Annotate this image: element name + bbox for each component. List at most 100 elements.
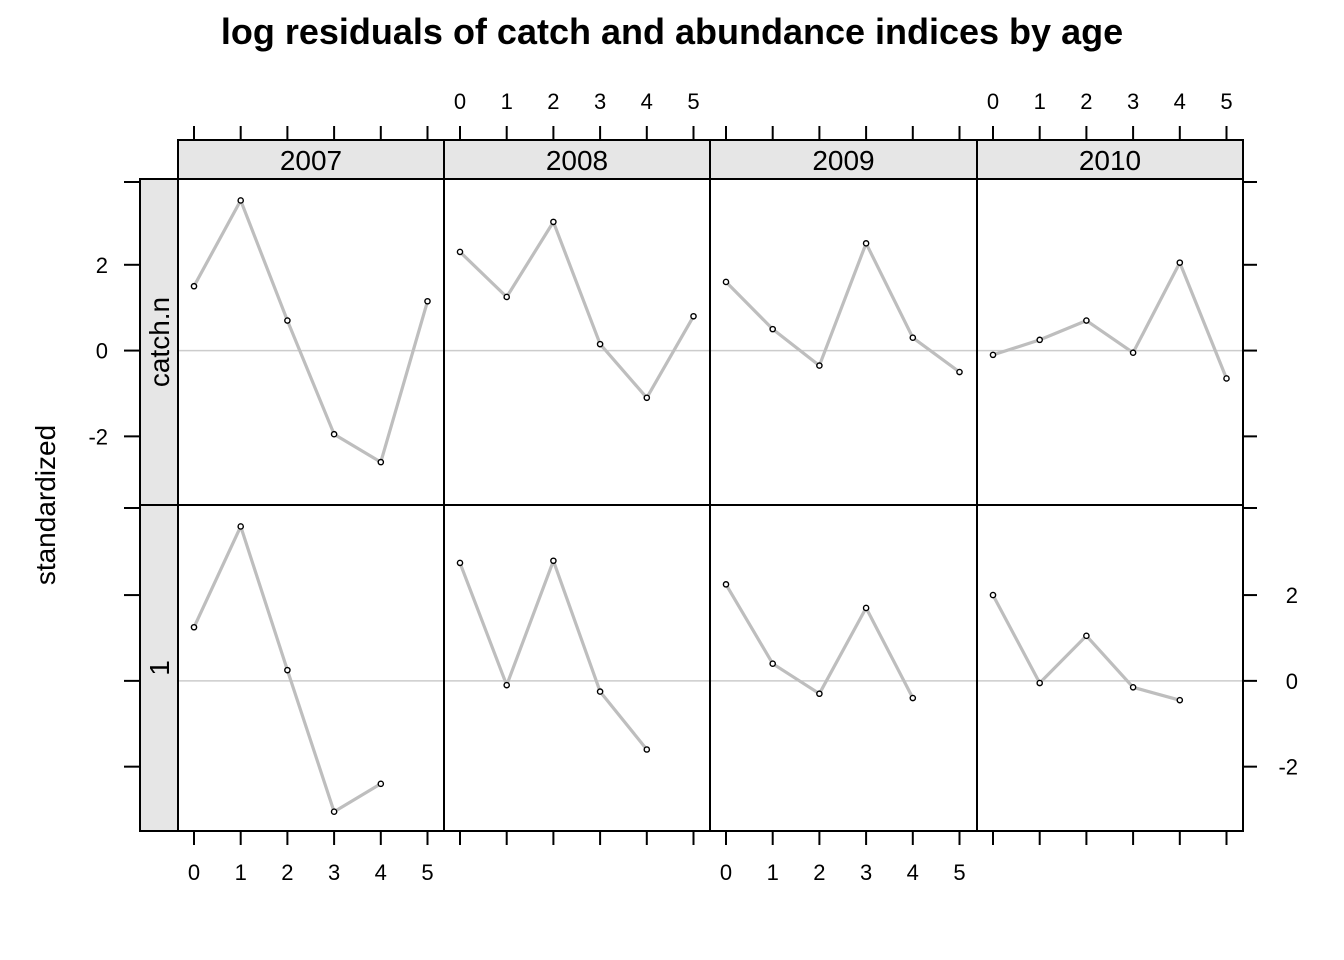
panel-frame xyxy=(709,178,978,506)
residual-line xyxy=(458,559,649,751)
x-tick-label-bottom: 5 xyxy=(421,860,433,885)
year-strip-label: 2008 xyxy=(546,145,608,176)
y-axis-title: standardized xyxy=(30,425,61,585)
panel-frame xyxy=(976,178,1244,506)
residual-point xyxy=(1036,336,1043,344)
year-strip-label: 2010 xyxy=(1079,145,1141,176)
x-tick-label-bottom: 2 xyxy=(813,860,825,885)
residual-point xyxy=(1129,684,1137,691)
x-tick-label-top: 5 xyxy=(687,89,699,114)
panel-frame xyxy=(177,178,445,506)
residual-point xyxy=(596,688,604,695)
residual-point xyxy=(503,293,511,301)
panel-frame xyxy=(443,504,711,832)
residual-line xyxy=(458,220,695,400)
residual-point xyxy=(989,591,997,599)
residual-point xyxy=(1129,349,1137,357)
residual-point xyxy=(769,660,777,668)
residual-line xyxy=(192,198,430,464)
year-strip xyxy=(443,139,711,180)
residual-point xyxy=(377,458,385,466)
y-tick-label-right: -2 xyxy=(1278,755,1298,780)
residual-line xyxy=(991,594,1181,702)
residual-point xyxy=(190,282,198,290)
x-tick-label-bottom: 3 xyxy=(328,860,340,885)
x-tick-label-top: 1 xyxy=(501,89,513,114)
panel-frame xyxy=(443,178,711,506)
residual-point xyxy=(816,690,823,698)
residual-point xyxy=(377,780,385,788)
residual-point xyxy=(456,559,464,567)
residual-point xyxy=(330,430,338,438)
residual-point xyxy=(503,681,511,689)
residual-point xyxy=(284,317,291,324)
residual-point xyxy=(550,218,557,226)
x-tick-label-bottom: 4 xyxy=(907,860,919,885)
residual-point xyxy=(1083,317,1090,324)
residual-point xyxy=(330,808,338,815)
chart-title: log residuals of catch and abundance ind… xyxy=(221,11,1123,52)
y-tick-label-left: -2 xyxy=(88,424,108,449)
residual-point xyxy=(722,581,730,588)
residual-point xyxy=(1083,632,1090,640)
x-tick-label-bottom: 1 xyxy=(767,860,779,885)
x-tick-label-bottom: 2 xyxy=(281,860,293,885)
residual-point xyxy=(909,694,917,702)
x-tick-label-top: 4 xyxy=(641,89,653,114)
x-tick-label-top: 2 xyxy=(547,89,559,114)
residual-point xyxy=(1223,375,1230,382)
residual-point xyxy=(550,557,557,565)
residual-point xyxy=(769,325,777,333)
residual-point xyxy=(1176,259,1184,266)
year-strip xyxy=(976,139,1244,180)
year-strip-label: 2009 xyxy=(812,145,874,176)
index-strip-label: catch.n xyxy=(144,297,175,387)
x-tick-label-top: 3 xyxy=(594,89,606,114)
residual-point xyxy=(643,394,651,402)
x-tick-label-bottom: 5 xyxy=(953,860,965,885)
x-tick-label-bottom: 1 xyxy=(235,860,247,885)
residual-point xyxy=(862,604,870,612)
panel-frame xyxy=(976,504,1244,832)
residual-point xyxy=(722,278,730,286)
x-tick-label-top: 4 xyxy=(1174,89,1186,114)
panel-frame xyxy=(177,504,445,832)
y-tick-label-right: 2 xyxy=(1286,583,1298,608)
x-tick-label-top: 5 xyxy=(1220,89,1232,114)
residual-point xyxy=(690,312,697,320)
x-tick-label-top: 0 xyxy=(454,89,466,114)
residual-line xyxy=(724,241,961,374)
index-strip-label: 1 xyxy=(144,660,175,676)
residual-point xyxy=(456,248,464,256)
y-tick-label-left: 2 xyxy=(96,253,108,278)
year-strip-label: 2007 xyxy=(280,145,342,176)
x-tick-label-top: 3 xyxy=(1127,89,1139,114)
residual-point xyxy=(1176,696,1184,704)
residual-point xyxy=(862,240,870,247)
residual-point xyxy=(989,351,997,359)
residual-point xyxy=(1036,679,1043,687)
residual-point xyxy=(190,623,198,631)
x-tick-label-bottom: 4 xyxy=(375,860,387,885)
panel-frame xyxy=(709,504,978,832)
y-tick-label-right: 0 xyxy=(1286,669,1298,694)
x-tick-label-bottom: 0 xyxy=(720,860,732,885)
residual-point xyxy=(816,362,823,369)
residual-point xyxy=(956,368,963,376)
residual-point xyxy=(284,666,291,674)
year-strip xyxy=(177,139,445,180)
x-tick-label-bottom: 3 xyxy=(860,860,872,885)
x-tick-label-bottom: 0 xyxy=(188,860,200,885)
residual-point xyxy=(237,523,244,530)
residual-point xyxy=(424,297,431,305)
x-tick-label-top: 2 xyxy=(1080,89,1092,114)
x-tick-label-top: 0 xyxy=(987,89,999,114)
residual-point xyxy=(909,334,917,342)
residual-line xyxy=(992,261,1228,380)
residual-point xyxy=(596,340,604,348)
y-tick-label-left: 0 xyxy=(96,339,108,364)
x-tick-label-top: 1 xyxy=(1034,89,1046,114)
residual-point xyxy=(237,197,244,204)
residual-point xyxy=(643,746,651,753)
